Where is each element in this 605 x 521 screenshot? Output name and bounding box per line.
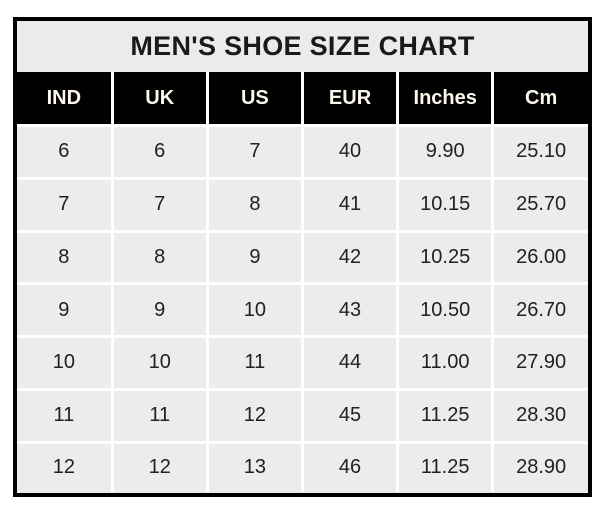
cell-ind: 9 [17,282,114,338]
column-header-uk: UK [110,72,209,127]
table-row: 12 12 13 46 11.25 28.90 [17,440,588,492]
cell-eur: 40 [300,124,400,180]
cell-eur: 45 [300,387,400,444]
cell-uk: 8 [110,229,209,286]
cell-eur: 43 [300,282,400,338]
cell-inches: 10.50 [396,282,495,338]
size-table: IND UK US EUR Inches Cm 6 6 7 40 9.90 25.10 7 7 8 41 10… [17,72,588,492]
cell-us: 13 [205,440,304,492]
shoe-size-chart: MEN'S SHOE SIZE CHART IND UK US EUR Inches Cm… [13,17,592,497]
cell-inches: 11.25 [396,440,495,492]
table-row: 8 8 9 42 10.25 26.00 [17,229,588,286]
cell-ind: 10 [17,335,114,391]
cell-inches: 10.25 [396,229,495,286]
cell-inches: 9.90 [396,124,495,180]
column-header-us: US [205,72,304,127]
column-header-ind: IND [17,72,114,127]
cell-cm: 27.90 [491,335,588,391]
cell-us: 11 [205,335,304,391]
table-row: 9 9 10 43 10.50 26.70 [17,282,588,338]
cell-ind: 12 [17,440,114,492]
cell-eur: 46 [300,440,400,492]
cell-cm: 28.30 [491,387,588,444]
table-row: 10 10 11 44 11.00 27.90 [17,335,588,391]
column-header-cm: Cm [491,72,588,127]
cell-uk: 10 [110,335,209,391]
table-row: 11 11 12 45 11.25 28.30 [17,387,588,444]
cell-ind: 8 [17,229,114,286]
column-header-inches: Inches [396,72,495,127]
cell-uk: 6 [110,124,209,180]
cell-ind: 11 [17,387,114,444]
cell-cm: 26.70 [491,282,588,338]
cell-uk: 9 [110,282,209,338]
cell-uk: 7 [110,176,209,233]
cell-ind: 7 [17,176,114,233]
cell-eur: 42 [300,229,400,286]
chart-title: MEN'S SHOE SIZE CHART [17,21,588,72]
cell-inches: 10.15 [396,176,495,233]
cell-us: 8 [205,176,304,233]
cell-eur: 41 [300,176,400,233]
cell-cm: 28.90 [491,440,588,492]
cell-uk: 11 [110,387,209,444]
cell-cm: 25.70 [491,176,588,233]
column-header-eur: EUR [300,72,400,127]
table-header-row: IND UK US EUR Inches Cm [17,72,588,127]
cell-cm: 26.00 [491,229,588,286]
cell-uk: 12 [110,440,209,492]
cell-cm: 25.10 [491,124,588,180]
table-header: IND UK US EUR Inches Cm [17,72,588,127]
cell-inches: 11.00 [396,335,495,391]
table-row: 6 6 7 40 9.90 25.10 [17,124,588,180]
cell-ind: 6 [17,124,114,180]
cell-us: 7 [205,124,304,180]
cell-us: 12 [205,387,304,444]
table-body: 6 6 7 40 9.90 25.10 7 7 8 41 10.15 25.70 8 8 9 42 10.25 2… [17,124,588,492]
cell-us: 9 [205,229,304,286]
cell-inches: 11.25 [396,387,495,444]
cell-eur: 44 [300,335,400,391]
cell-us: 10 [205,282,304,338]
table-row: 7 7 8 41 10.15 25.70 [17,176,588,233]
